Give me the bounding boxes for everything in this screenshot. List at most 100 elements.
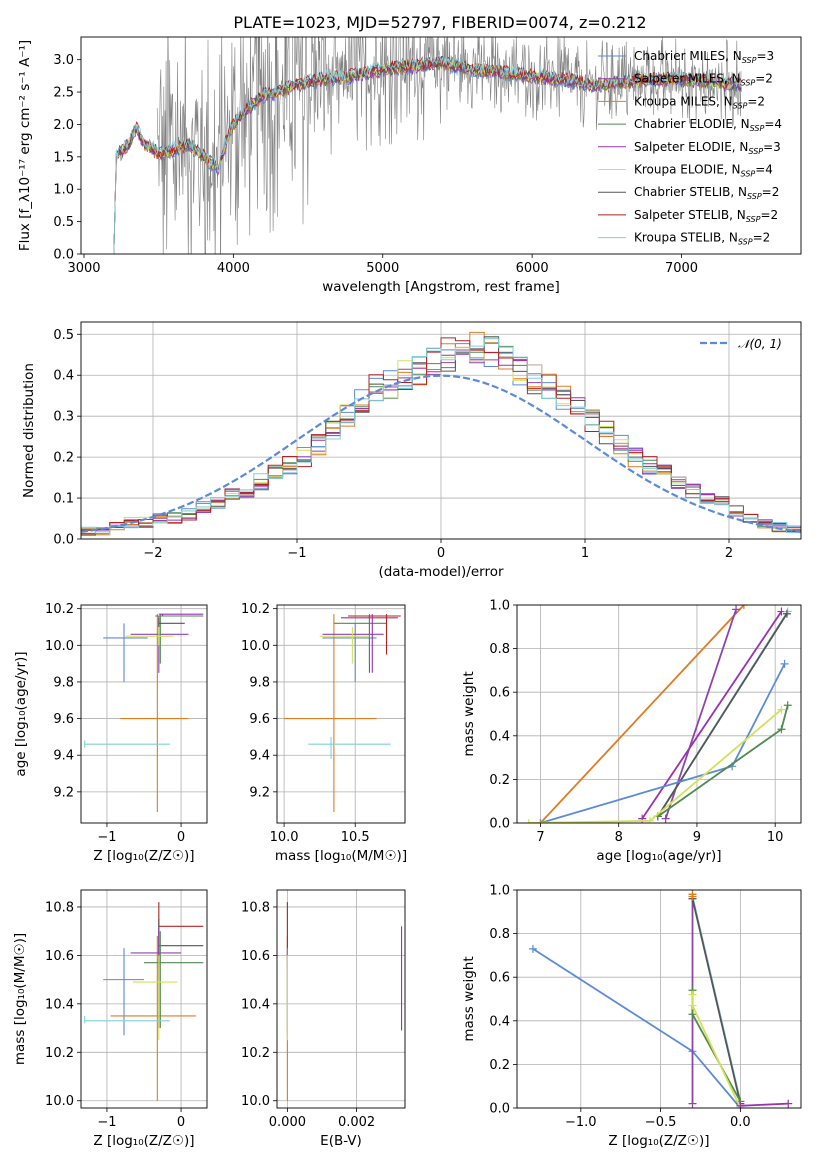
weight-series-line [657, 705, 789, 818]
weight-point-marker [688, 1001, 697, 1010]
y-axis-label: Normed distribution [21, 363, 37, 498]
x-axis-label: wavelength [Angstrom, rest frame] [322, 279, 560, 295]
x-tick-label: 7000 [665, 261, 698, 276]
legend-label: Kroupa ELODIE, NSSP=4 [634, 163, 773, 179]
y-tick-label: 0.3 [53, 410, 74, 425]
y-tick-label: 0.8 [489, 642, 510, 657]
y-tick-label: 0.2 [489, 773, 510, 788]
x-tick-label: 0.000 [269, 1115, 306, 1130]
weight-point-marker [688, 890, 697, 899]
weight-point-marker [782, 609, 791, 618]
x-tick-label: 3000 [67, 261, 100, 276]
x-tick-label: 1 [581, 546, 589, 561]
y-tick-label: 9.2 [53, 785, 74, 800]
axes-frame [516, 889, 802, 1109]
weight-series-line [691, 994, 742, 1108]
y-tick-label: 10.6 [241, 949, 270, 964]
weight-series-line [528, 708, 782, 823]
x-axis-label: mass [log₁₀(M/M☉)] [275, 848, 407, 864]
x-axis-label: age [log₁₀(age/yr)] [596, 848, 721, 864]
panel-residuals: −2 −1 0 1 2 0.0 0.1 0.2 0.3 0.4 0.5 (data-model)/er… [21, 321, 802, 580]
y-tick-label: 0.4 [489, 1014, 510, 1029]
weight-point-marker [732, 605, 741, 614]
weight-point-marker [777, 705, 786, 714]
y-tick-label: 1.5 [53, 150, 74, 165]
y-tick-label: 1.0 [489, 599, 510, 614]
y-tick-label: 0.6 [489, 686, 510, 701]
y-tick-label: 10.4 [241, 997, 270, 1012]
weight-point-marker [783, 701, 792, 710]
histogram-step [81, 338, 801, 534]
x-tick-label: 5000 [366, 261, 399, 276]
weight-point-marker [739, 605, 748, 609]
y-tick-label: 10.0 [45, 1094, 74, 1109]
y-tick-label: 0.4 [53, 369, 74, 384]
x-tick-label: 6000 [516, 261, 549, 276]
axes-frame [80, 604, 208, 824]
panel-weight-vs-Z: −1.0 −0.5 0.0 0.0 0.2 0.4 0.6 0.8 1.0 Z [log₁₀(Z/… [461, 884, 802, 1149]
legend-label: 𝒩(0, 1) [738, 337, 782, 351]
y-tick-label: 9.2 [249, 785, 270, 800]
x-tick-label: −1 [97, 830, 116, 845]
axes-frame [80, 321, 802, 540]
y-tick-label: 0.4 [489, 729, 510, 744]
x-tick-label: 10 [767, 830, 784, 845]
y-tick-label: 1.0 [489, 884, 510, 899]
y-tick-label: 9.4 [53, 749, 74, 764]
axes-frame [276, 889, 406, 1109]
axes-frame [80, 36, 802, 255]
y-tick-label: 10.0 [45, 639, 74, 654]
y-tick-label: 0.2 [489, 1058, 510, 1073]
weight-series-line [540, 663, 786, 823]
x-tick-label: 9 [693, 830, 701, 845]
x-tick-label: 4000 [217, 261, 250, 276]
legend-label: Salpeter ELODIE, NSSP=3 [634, 140, 781, 156]
weight-point-marker [784, 1099, 793, 1108]
weight-series-line [657, 613, 788, 817]
figure-title: PLATE=1023, MJD=52797, FIBERID=0074, z=0… [233, 13, 646, 32]
weight-point-marker [736, 1101, 745, 1108]
y-tick-label: 10.2 [241, 602, 270, 617]
x-tick-label: 0 [177, 830, 185, 845]
y-axis-label: mass weight [461, 956, 477, 1041]
y-tick-label: 9.6 [249, 712, 270, 727]
x-tick-label: 2 [725, 546, 733, 561]
x-tick-label: −1 [97, 1115, 116, 1130]
y-tick-label: 10.8 [45, 900, 74, 915]
y-tick-label: 0.8 [489, 927, 510, 942]
y-tick-label: 0.5 [53, 215, 74, 230]
x-axis-label: E(B-V) [320, 1133, 362, 1149]
y-tick-label: 10.2 [241, 1046, 270, 1061]
weight-point-marker [780, 659, 789, 668]
weight-series-line [539, 605, 745, 823]
x-tick-label: −1 [287, 546, 306, 561]
y-tick-label: 10.8 [241, 900, 270, 915]
axes-frame [516, 604, 802, 824]
weight-point-marker [777, 725, 786, 734]
y-tick-label: 10.0 [241, 1094, 270, 1109]
x-tick-label: 0 [437, 546, 445, 561]
y-tick-label: 0.6 [489, 971, 510, 986]
x-axis-label: Z [log₁₀(Z/Z☉)] [93, 1133, 194, 1149]
x-tick-label: 7 [536, 830, 544, 845]
x-axis-label: Z [log₁₀(Z/Z☉)] [608, 1133, 709, 1149]
plot-area-spectrum [113, 37, 742, 254]
y-tick-label: 0.2 [53, 451, 74, 466]
plot-area-mass-vs-EBV [286, 902, 403, 1101]
weight-series-line [740, 1102, 789, 1107]
y-tick-label: 10.6 [45, 949, 74, 964]
x-axis-label: Z [log₁₀(Z/Z☉)] [93, 848, 194, 864]
weight-series-line [691, 990, 742, 1102]
y-tick-label: 9.8 [53, 675, 74, 690]
y-tick-label: 0.0 [53, 248, 74, 263]
x-tick-label: 10.5 [341, 830, 370, 845]
y-tick-label: 10.4 [45, 997, 74, 1012]
y-tick-label: 0.1 [53, 492, 74, 507]
y-tick-label: 0.0 [53, 533, 74, 548]
legend-label: Chabrier ELODIE, NSSP=4 [634, 117, 782, 133]
y-tick-label: 9.8 [249, 675, 270, 690]
x-tick-label: −0.5 [645, 1115, 677, 1130]
axes-frame [276, 604, 406, 824]
y-axis-label: age [log₁₀(age/yr)] [13, 651, 29, 776]
